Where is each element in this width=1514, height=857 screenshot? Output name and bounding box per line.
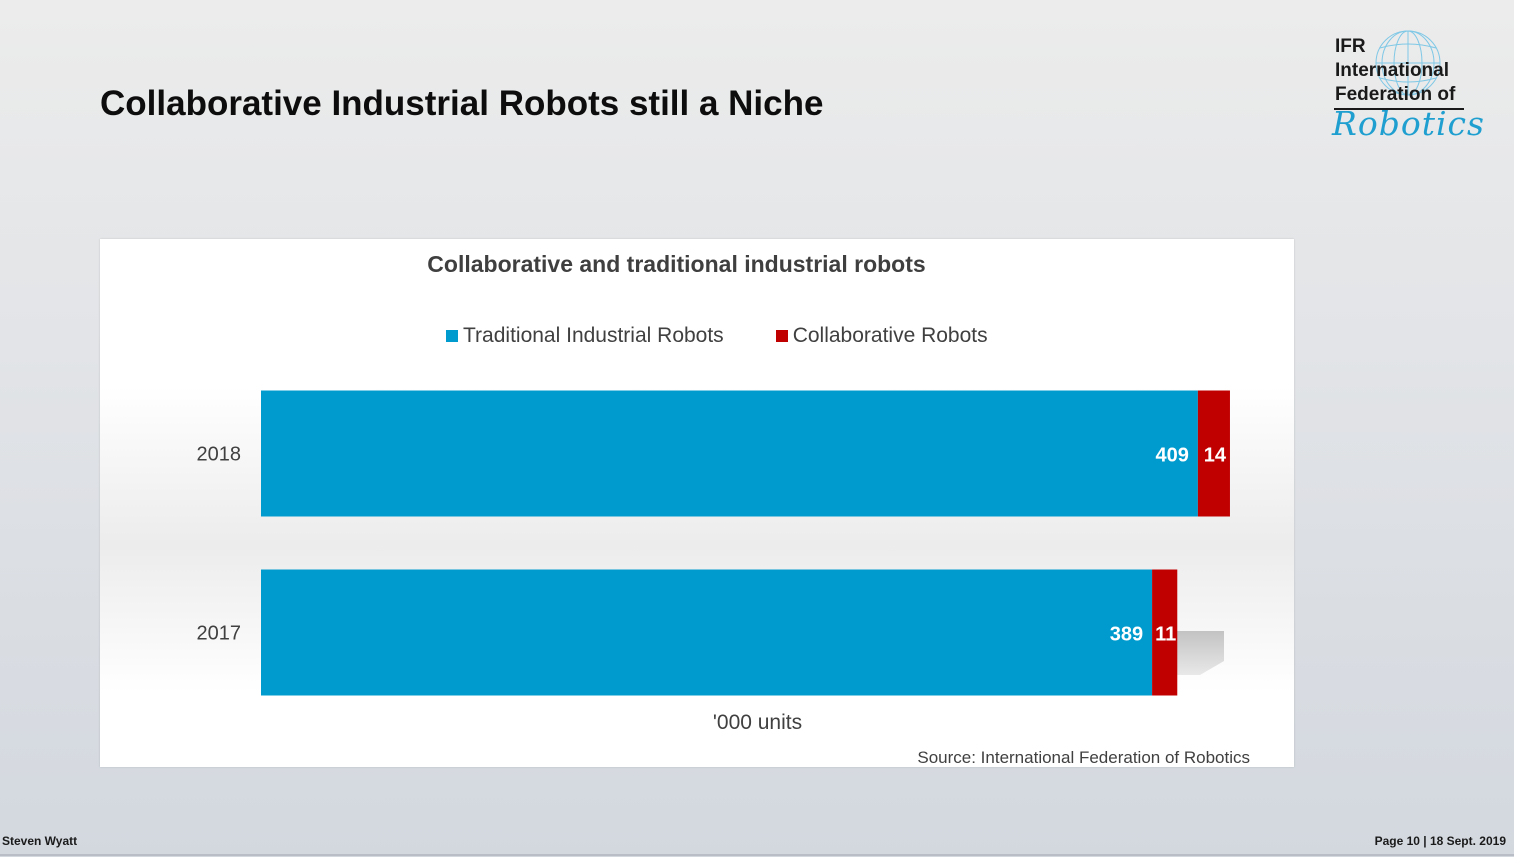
slide-title: Collaborative Industrial Robots still a … (100, 84, 824, 123)
logo-text-robotics: Robotics (1332, 104, 1485, 143)
logo-underline (1334, 108, 1464, 110)
legend-label-collaborative: Collaborative Robots (792, 324, 988, 347)
logo-text-federation: Federation of (1335, 84, 1456, 105)
footer-author: Steven Wyatt (2, 834, 78, 848)
legend-item-collaborative: Collaborative Robots (775, 324, 988, 348)
chart-legend: Traditional Industrial Robots Collaborat… (446, 323, 1040, 349)
legend-item-traditional: Traditional Industrial Robots (446, 324, 724, 348)
bar-collaborative-2017 (1152, 569, 1178, 696)
logo-text-international: International (1335, 60, 1450, 81)
legend-label-traditional: Traditional Industrial Robots (463, 324, 724, 347)
bar-traditional-2018 (261, 390, 1198, 517)
globe-icon (1375, 30, 1441, 96)
y-tick-label: 2018 (197, 444, 242, 466)
data-label-traditional-2018: 409 (1156, 445, 1189, 467)
bar-traditional-2017 (261, 569, 1153, 696)
data-label-collaborative-2017: 11 (1155, 624, 1176, 646)
logo-text-ifr: IFR (1335, 36, 1366, 57)
footer-divider (0, 854, 1514, 856)
x-axis-label: '000 units (712, 711, 803, 734)
legend-swatch-collaborative (775, 330, 788, 342)
chart-panel: Collaborative and traditional industrial… (100, 239, 1294, 767)
footer-page-date: Page 10 | 18 Sept. 2019 (1374, 834, 1506, 848)
data-label-traditional-2017: 389 (1110, 624, 1143, 646)
legend-swatch-traditional (446, 330, 458, 342)
data-label-collaborative-2018: 14 (1204, 445, 1227, 467)
y-tick-label: 2017 (197, 623, 242, 645)
bar-collaborative-2018 (1197, 390, 1230, 517)
source-note: Source: International Federation of Robo… (917, 748, 1250, 767)
ifr-logo: IFR International Federation of Robotics (1332, 28, 1492, 143)
chart-title: Collaborative and traditional industrial… (427, 251, 926, 277)
bar-shadow (1166, 631, 1224, 675)
bar-chart-plot: 2018 409 14 2017 389 11 (197, 390, 1230, 696)
